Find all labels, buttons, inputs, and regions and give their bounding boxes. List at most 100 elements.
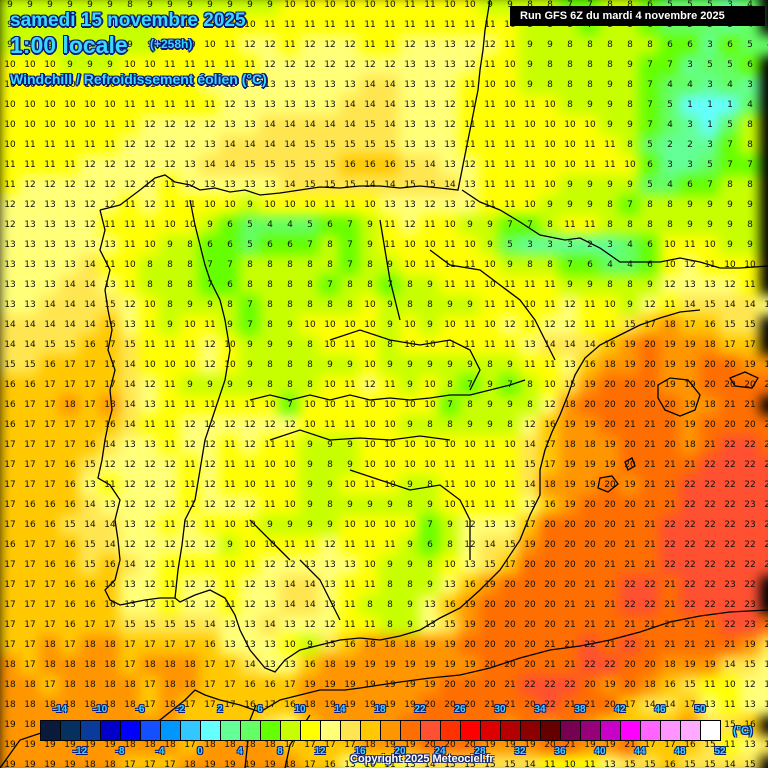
grid-value: 15 xyxy=(744,660,756,670)
grid-value: 8 xyxy=(547,80,553,90)
field-cell xyxy=(439,0,460,16)
color-swatch xyxy=(41,721,61,740)
grid-value: 9 xyxy=(227,380,233,390)
grid-value: 20 xyxy=(604,540,616,550)
grid-value: 10 xyxy=(204,40,216,50)
grid-value: 7 xyxy=(387,280,393,290)
grid-value: 15 xyxy=(364,120,376,130)
grid-value: 8 xyxy=(287,280,293,290)
grid-value: 19 xyxy=(664,360,676,370)
grid-value: 18 xyxy=(404,640,416,650)
grid-value: 8 xyxy=(607,200,613,210)
grid-value: 17 xyxy=(4,640,16,650)
grid-value: 22 xyxy=(764,560,768,570)
grid-value: 22 xyxy=(744,480,756,490)
grid-value: 8 xyxy=(727,180,733,190)
grid-value: 11 xyxy=(584,760,596,768)
field-cell xyxy=(439,35,460,56)
field-cell xyxy=(379,75,400,96)
grid-value: 12 xyxy=(144,160,156,170)
field-cell xyxy=(139,115,160,136)
grid-value: 11 xyxy=(604,140,616,150)
grid-value: 8 xyxy=(247,280,253,290)
grid-value: 9 xyxy=(167,320,173,330)
grid-value: 12 xyxy=(464,200,476,210)
scale-label-top: 18 xyxy=(374,704,386,715)
field-cell xyxy=(499,195,520,216)
field-cell xyxy=(299,155,320,176)
grid-value: 12 xyxy=(324,60,336,70)
grid-value: 15 xyxy=(84,540,96,550)
grid-value: 19 xyxy=(664,340,676,350)
grid-value: 19 xyxy=(564,460,576,470)
grid-value: 6 xyxy=(227,280,233,290)
field-cell xyxy=(559,75,580,96)
grid-value: 18 xyxy=(24,700,36,710)
grid-value: 13 xyxy=(64,240,76,250)
grid-value: 15 xyxy=(704,760,716,768)
grid-value: 7 xyxy=(507,220,513,230)
grid-value: 11 xyxy=(344,580,356,590)
field-cell xyxy=(459,115,480,136)
grid-value: 20 xyxy=(584,520,596,530)
grid-value: 17 xyxy=(144,680,156,690)
field-cell xyxy=(0,175,20,196)
scale-label-top: 34 xyxy=(534,704,546,715)
grid-value: 14 xyxy=(724,300,736,310)
grid-value: 11 xyxy=(444,280,456,290)
grid-value: 9 xyxy=(87,0,93,10)
grid-value: 13 xyxy=(124,580,136,590)
grid-value: 13 xyxy=(424,600,436,610)
grid-value: 8 xyxy=(667,200,673,210)
scale-label-bottom: -8 xyxy=(115,746,125,757)
grid-value: 14 xyxy=(84,500,96,510)
grid-value: 8 xyxy=(387,600,393,610)
grid-value: 15 xyxy=(304,180,316,190)
grid-value: 22 xyxy=(724,480,736,490)
grid-value: 8 xyxy=(427,480,433,490)
field-cell xyxy=(539,195,560,216)
grid-value: 17 xyxy=(4,500,16,510)
color-swatch xyxy=(521,721,541,740)
grid-value: 17 xyxy=(44,420,56,430)
grid-value: 11 xyxy=(224,60,236,70)
field-cell xyxy=(279,55,300,76)
grid-value: 12 xyxy=(364,60,376,70)
grid-value: 8 xyxy=(627,100,633,110)
field-cell xyxy=(459,195,480,216)
grid-value: 12 xyxy=(144,540,156,550)
grid-value: 8 xyxy=(627,220,633,230)
grid-value: 12 xyxy=(444,120,456,130)
grid-value: 17 xyxy=(4,480,16,490)
field-cell xyxy=(299,55,320,76)
grid-value: 8 xyxy=(307,260,313,270)
field-cell xyxy=(179,195,200,216)
grid-value: 22 xyxy=(724,460,736,470)
grid-value: 17 xyxy=(4,580,16,590)
grid-value: 11 xyxy=(264,440,276,450)
grid-value: 14 xyxy=(524,480,536,490)
field-cell xyxy=(179,155,200,176)
grid-value: 12 xyxy=(104,160,116,170)
grid-value: 10 xyxy=(24,100,36,110)
grid-value: 18 xyxy=(84,760,96,768)
field-cell xyxy=(299,0,320,16)
field-cell xyxy=(719,175,740,196)
field-cell xyxy=(519,135,540,156)
grid-value: 10 xyxy=(284,480,296,490)
grid-value: 10 xyxy=(504,60,516,70)
grid-value: 8 xyxy=(387,580,393,590)
grid-value: 19 xyxy=(364,660,376,670)
grid-value: 10 xyxy=(64,120,76,130)
grid-value: 20 xyxy=(464,640,476,650)
grid-value: 15 xyxy=(284,160,296,170)
field-cell xyxy=(519,115,540,136)
grid-value: 11 xyxy=(164,340,176,350)
grid-value: 10 xyxy=(184,360,196,370)
grid-value: 9 xyxy=(327,360,333,370)
grid-value: 19 xyxy=(464,600,476,610)
grid-value: 20 xyxy=(524,640,536,650)
field-cell xyxy=(419,175,440,196)
grid-value: 12 xyxy=(124,160,136,170)
grid-value: 11 xyxy=(164,600,176,610)
